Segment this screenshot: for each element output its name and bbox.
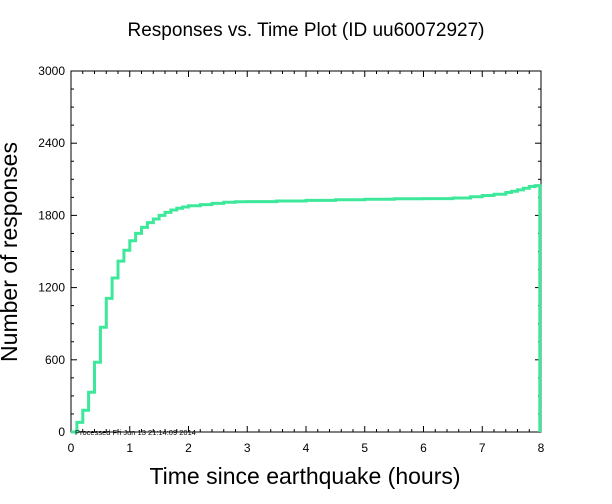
x-tick-label: 0 [68, 441, 75, 455]
x-tick-label: 4 [303, 441, 310, 455]
x-tick-label: 8 [538, 441, 545, 455]
chart-title: Responses vs. Time Plot (ID uu60072927) [128, 20, 485, 41]
plot-frame [70, 70, 542, 433]
responses-line [71, 184, 542, 434]
x-tick-label: 7 [479, 441, 486, 455]
x-tick-label: 3 [244, 441, 251, 455]
x-tick-label: 2 [185, 441, 192, 455]
y-tick-label: 600 [45, 353, 65, 367]
y-tick-label: 1800 [38, 208, 65, 222]
y-tick-label: 2400 [38, 136, 65, 150]
processed-annotation: Processed Fri Jun 13 21:14:09 2014 [75, 428, 196, 437]
y-axis-label: Number of responses [0, 142, 22, 362]
y-tick-label: 3000 [38, 64, 65, 78]
y-tick-label: 1200 [38, 281, 65, 295]
x-tick-label: 5 [361, 441, 368, 455]
y-tick-label: 0 [58, 425, 65, 439]
axis-ticks: 0 1 2 3 4 5 6 7 8 0 600 1200 1800 2400 3000 [38, 64, 544, 455]
x-tick-label: 6 [420, 441, 427, 455]
x-tick-label: 1 [126, 441, 133, 455]
x-axis-label: Time since earthquake (hours) [149, 463, 460, 489]
